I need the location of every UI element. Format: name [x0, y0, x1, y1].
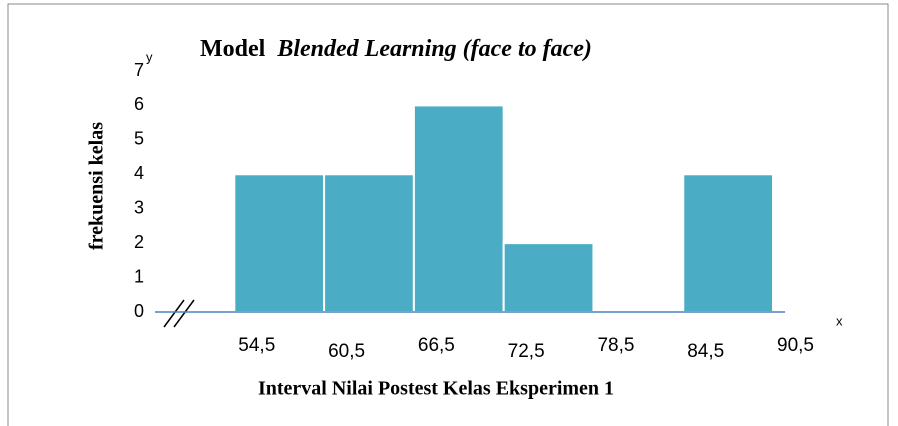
y-tick-label: 2: [134, 232, 144, 252]
chart-title: Model Blended Learning (face to face): [200, 36, 592, 62]
bar: [233, 173, 326, 313]
x-tick-label: 72,5: [508, 341, 545, 362]
y-axis-name: y: [146, 49, 153, 64]
y-tick-label: 0: [134, 301, 144, 321]
bar: [323, 173, 415, 313]
x-axis-label: Interval Nilai Postest Kelas Eksperimen …: [258, 378, 614, 400]
x-axis-name: x: [836, 313, 843, 328]
bar: [682, 173, 775, 313]
x-tick-label: 90,5: [777, 335, 814, 356]
x-tick-label: 54,5: [238, 335, 275, 356]
title-italic: Blended Learning (face to face): [276, 36, 592, 62]
bar: [502, 242, 595, 313]
y-axis-label: frekuensi kelas: [86, 122, 108, 250]
y-tick-label: 7: [134, 60, 144, 80]
x-tick-label: 78,5: [597, 335, 634, 356]
y-tick-label: 4: [134, 163, 144, 183]
y-tick-label: 1: [134, 266, 144, 286]
y-tick-label: 6: [134, 94, 144, 114]
frame: [7, 3, 889, 426]
x-tick-label: 60,5: [328, 341, 365, 362]
y-tick-label: 5: [134, 129, 144, 149]
axis-break: [173, 299, 195, 328]
title-plain: Model: [200, 36, 266, 62]
x-tick-label: 84,5: [687, 341, 724, 362]
axis-break: [163, 299, 185, 328]
bar: [412, 104, 505, 313]
x-tick-label: 66,5: [418, 335, 455, 356]
y-tick-label: 3: [134, 197, 144, 217]
